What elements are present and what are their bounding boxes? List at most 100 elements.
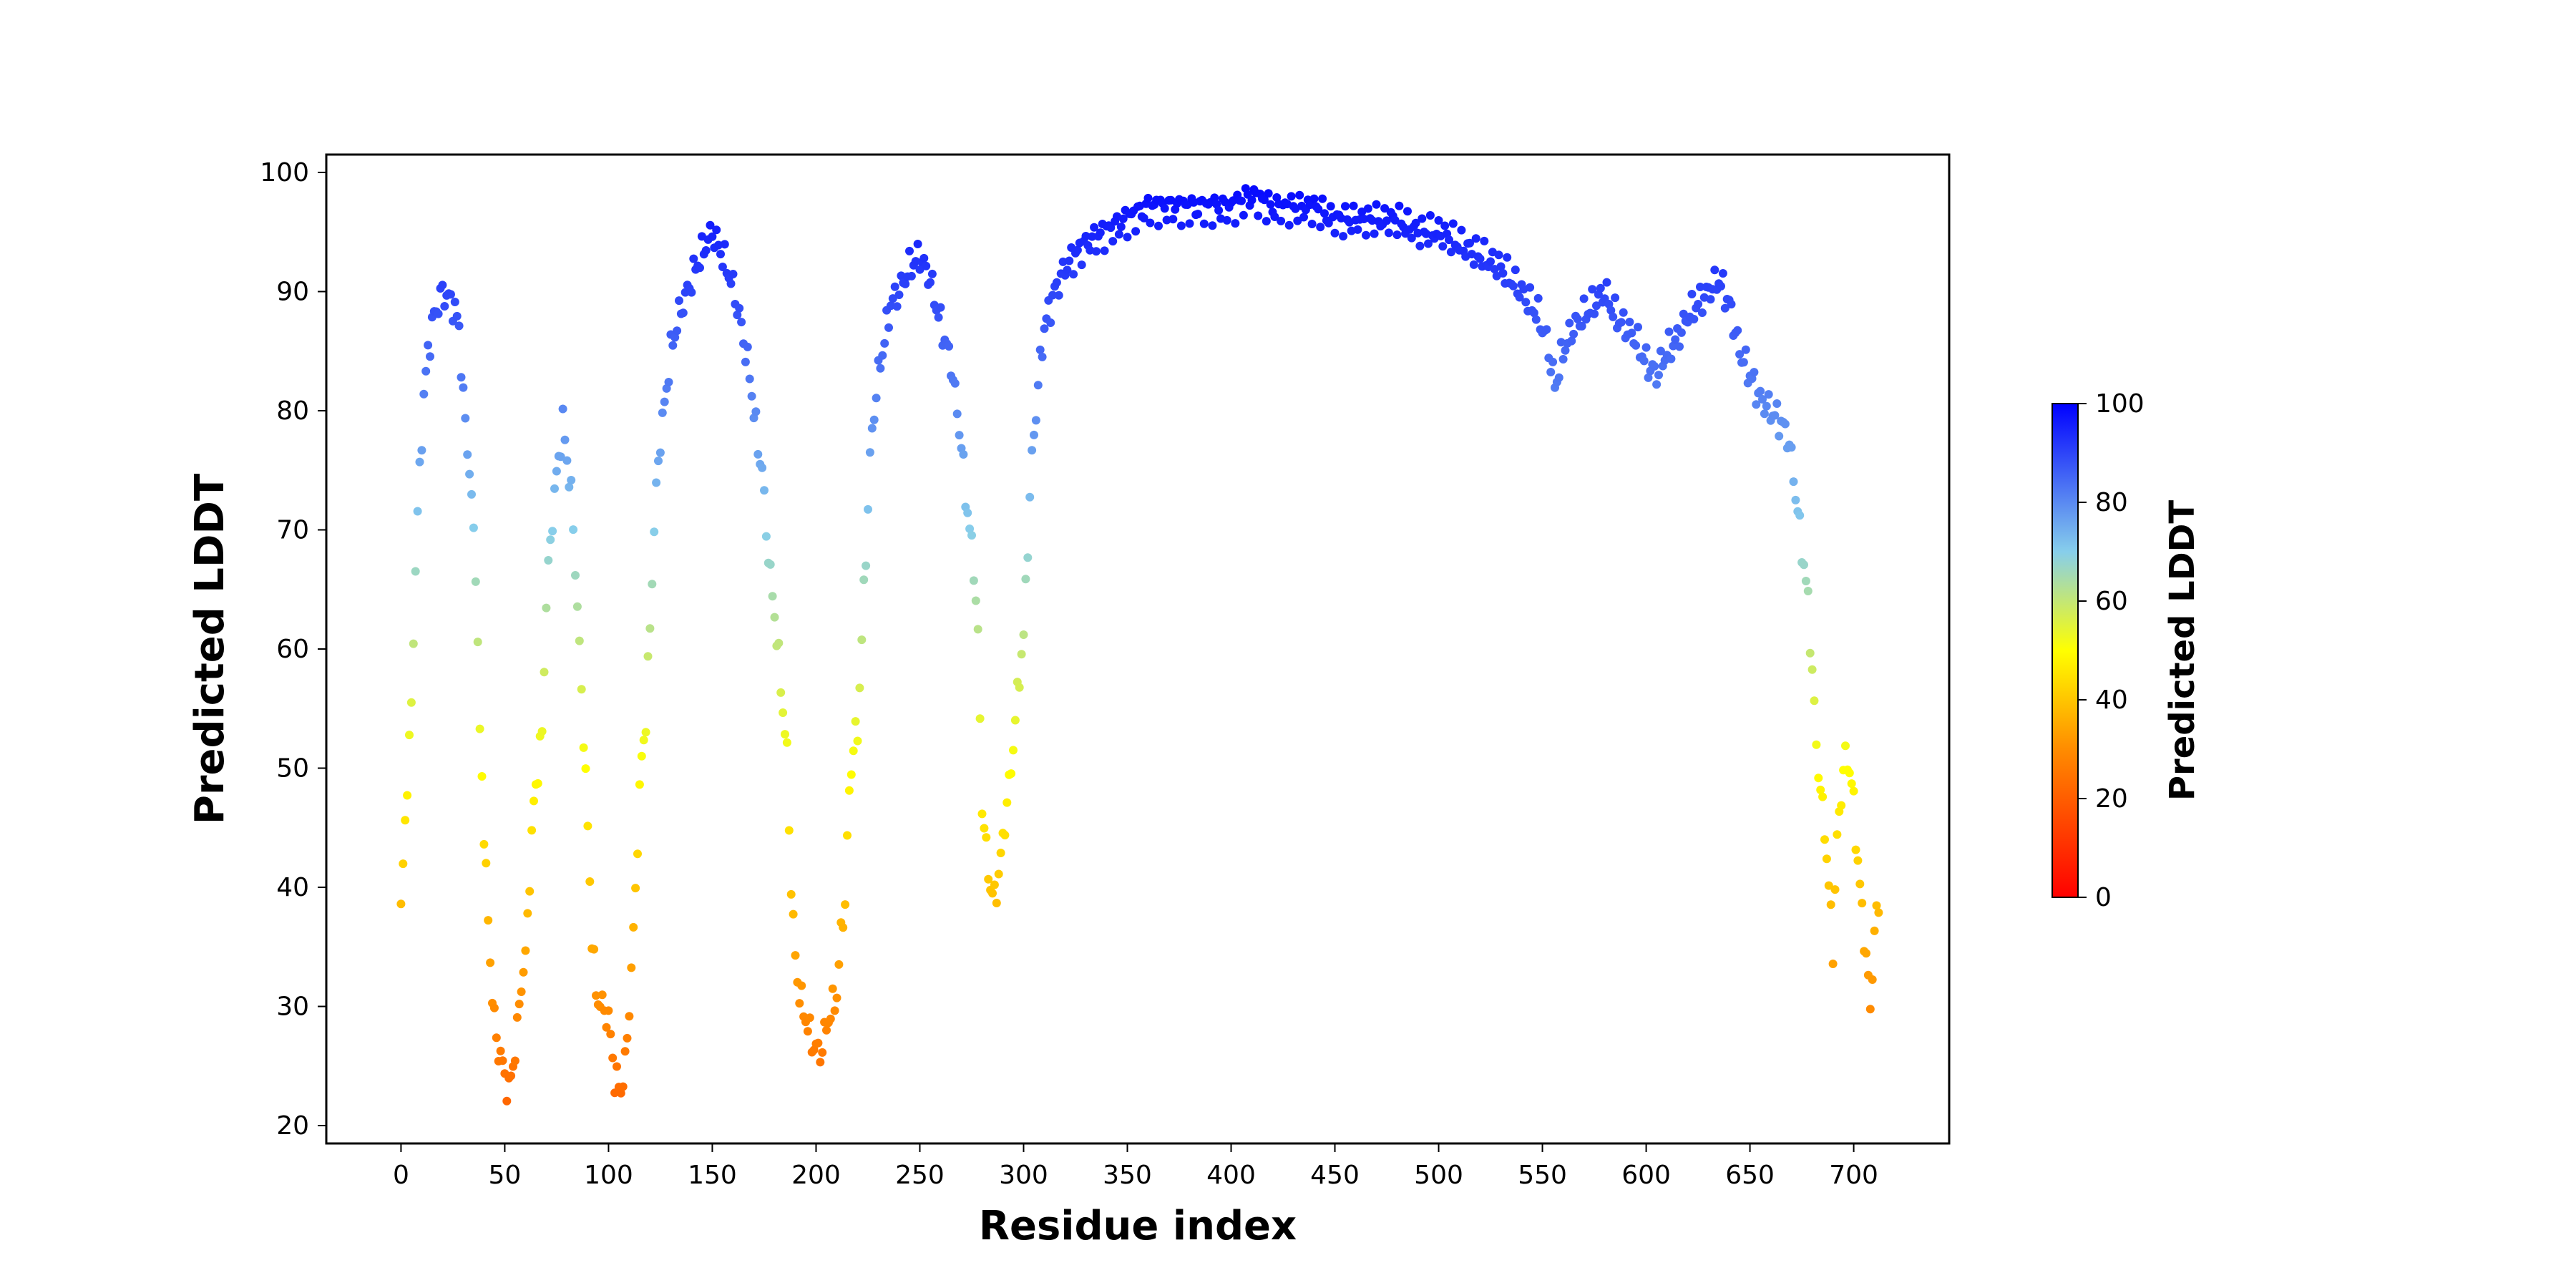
data-point [569,525,578,535]
data-point [1139,213,1148,223]
data-point [575,636,584,645]
data-point [510,1056,519,1065]
data-point [639,736,648,745]
x-tick-label: 200 [791,1161,841,1190]
data-point [886,301,895,311]
colorbar-tick-label: 100 [2095,389,2145,419]
data-point [592,991,600,1000]
data-point [1284,220,1294,230]
data-point [1521,298,1531,307]
data-point [888,294,897,303]
data-point [1123,233,1132,242]
y-tick-label: 40 [276,873,309,902]
data-point [1855,879,1865,889]
x-tick-label: 500 [1414,1161,1463,1190]
data-point [770,613,779,622]
data-point [1696,283,1704,291]
data-point [1851,845,1860,854]
data-point [774,638,784,648]
data-point [990,880,999,889]
data-point [1270,213,1279,221]
x-axis-ticks: 0 50 100 150 200 250 300 350 400 450 500 550 600 650 7… [393,1143,1878,1190]
data-point [753,449,763,459]
data-point [1063,265,1072,275]
data-point [1407,233,1416,243]
data-point [421,366,431,376]
data-point [795,999,804,1008]
data-point [512,1013,522,1022]
data-point [1038,352,1047,361]
data-point [1131,227,1141,236]
data-point [668,341,678,350]
x-tick-label: 300 [999,1161,1048,1190]
data-point [977,809,987,819]
data-point [743,342,752,351]
data-point [1828,960,1838,968]
data-point [1837,801,1846,810]
data-point [602,1023,611,1032]
data-point [1106,223,1116,233]
data-point [1040,324,1049,333]
x-tick-label: 550 [1518,1161,1567,1190]
data-point [687,288,696,297]
data-point [890,282,899,291]
data-point [876,364,885,373]
data-point [982,833,991,842]
data-point [396,899,406,909]
data-point [1028,446,1037,455]
data-point [583,821,592,831]
data-point [952,409,962,419]
data-point [1697,308,1707,317]
data-point [1634,323,1642,332]
data-point [907,271,916,280]
data-point [1775,431,1784,441]
data-point [1239,210,1248,220]
data-point [849,746,858,756]
data-point [1602,278,1611,287]
data-point [1667,354,1676,364]
data-point [1330,228,1340,238]
data-point [880,338,889,348]
data-point [479,839,489,849]
data-point [406,698,416,707]
data-point [1382,216,1391,225]
data-point [1687,290,1697,298]
data-point [1764,390,1773,399]
data-point [1277,216,1286,225]
data-point [1353,225,1362,234]
data-point [401,816,410,825]
data-point [816,1058,825,1067]
data-point [507,1071,516,1080]
data-point [1316,223,1325,232]
data-point [913,240,922,248]
data-point [847,770,856,779]
data-point [1318,194,1327,203]
data-point [1641,343,1651,352]
data-point [1606,306,1616,315]
data-point [1272,193,1282,202]
data-point [517,987,526,996]
data-point [834,960,844,969]
data-point [1762,401,1771,411]
data-point [457,373,466,382]
data-point [822,1025,831,1035]
data-point [411,567,420,576]
data-point [650,527,659,537]
data-point [741,357,750,366]
x-tick-label: 0 [393,1161,409,1190]
data-point [841,900,850,909]
data-point [980,824,989,833]
data-point [590,945,599,954]
data-point [919,253,929,263]
data-point [606,1030,615,1039]
data-point [1627,328,1636,338]
data-point [1826,900,1835,909]
data-point [1824,881,1833,890]
data-point [438,280,447,290]
data-point [1363,204,1372,213]
data-point [1805,648,1815,658]
data-point [1395,201,1404,210]
data-point [1320,209,1329,218]
data-point [1052,278,1061,287]
data-point [1143,193,1153,203]
